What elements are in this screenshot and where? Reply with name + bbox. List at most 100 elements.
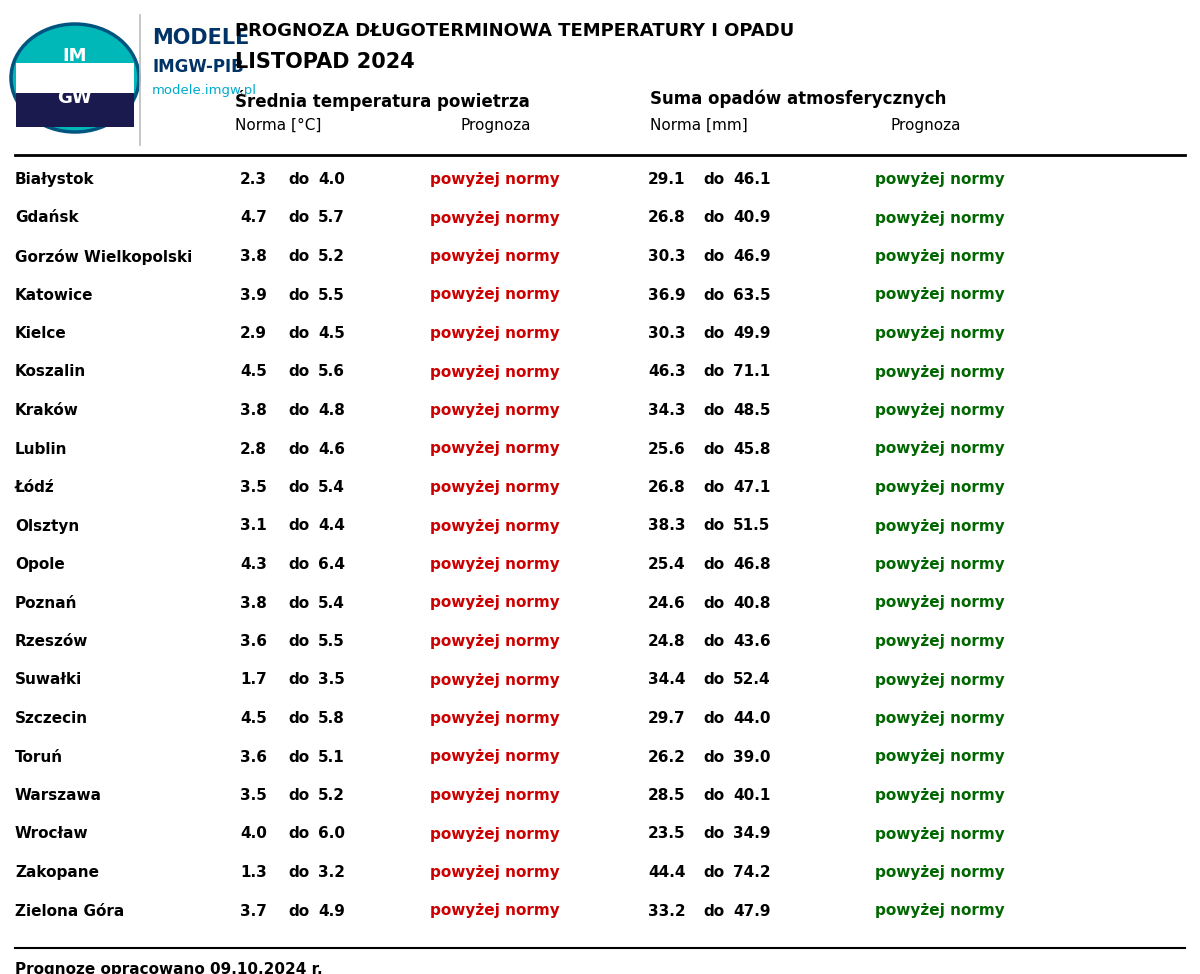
Text: do: do bbox=[288, 865, 310, 880]
Text: 28.5: 28.5 bbox=[648, 788, 685, 803]
Text: powyżej normy: powyżej normy bbox=[875, 788, 1004, 803]
Text: 38.3: 38.3 bbox=[648, 518, 685, 534]
Text: 34.4: 34.4 bbox=[648, 672, 685, 688]
Text: Toruń: Toruń bbox=[14, 750, 64, 765]
Text: powyżej normy: powyżej normy bbox=[875, 595, 1004, 611]
Text: powyżej normy: powyżej normy bbox=[430, 904, 559, 918]
Text: do: do bbox=[703, 403, 724, 418]
FancyBboxPatch shape bbox=[16, 63, 134, 93]
Text: powyżej normy: powyżej normy bbox=[430, 711, 559, 726]
Text: do: do bbox=[288, 249, 310, 264]
Text: 34.3: 34.3 bbox=[648, 403, 685, 418]
Text: powyżej normy: powyżej normy bbox=[430, 634, 559, 649]
Text: do: do bbox=[703, 518, 724, 534]
Text: powyżej normy: powyżej normy bbox=[430, 172, 559, 187]
Text: powyżej normy: powyżej normy bbox=[430, 827, 559, 842]
Text: 5.7: 5.7 bbox=[318, 210, 344, 226]
Text: powyżej normy: powyżej normy bbox=[875, 865, 1004, 880]
Text: 71.1: 71.1 bbox=[733, 364, 770, 380]
Text: 5.2: 5.2 bbox=[318, 249, 346, 264]
Text: do: do bbox=[288, 634, 310, 649]
Text: 5.4: 5.4 bbox=[318, 480, 344, 495]
Text: Średnia temperatura powietrza: Średnia temperatura powietrza bbox=[235, 90, 529, 111]
Text: Szczecin: Szczecin bbox=[14, 711, 88, 726]
Text: 34.9: 34.9 bbox=[733, 827, 770, 842]
Text: 3.8: 3.8 bbox=[240, 595, 266, 611]
Text: 3.5: 3.5 bbox=[240, 788, 266, 803]
Text: 3.8: 3.8 bbox=[240, 249, 266, 264]
Text: 43.6: 43.6 bbox=[733, 634, 770, 649]
Text: 48.5: 48.5 bbox=[733, 403, 770, 418]
Text: powyżej normy: powyżej normy bbox=[430, 441, 559, 457]
Text: 24.8: 24.8 bbox=[648, 634, 685, 649]
Text: do: do bbox=[703, 480, 724, 495]
Text: 4.9: 4.9 bbox=[318, 904, 344, 918]
Text: powyżej normy: powyżej normy bbox=[430, 518, 559, 534]
Text: 25.4: 25.4 bbox=[648, 557, 685, 572]
Text: do: do bbox=[288, 210, 310, 226]
Text: Kraków: Kraków bbox=[14, 403, 79, 418]
Text: Koszalin: Koszalin bbox=[14, 364, 86, 380]
Text: Norma [°C]: Norma [°C] bbox=[235, 118, 322, 133]
Text: 45.8: 45.8 bbox=[733, 441, 770, 457]
Text: do: do bbox=[703, 557, 724, 572]
Text: 26.2: 26.2 bbox=[648, 750, 686, 765]
Text: powyżej normy: powyżej normy bbox=[430, 672, 559, 688]
Text: Opole: Opole bbox=[14, 557, 65, 572]
Text: MODELE: MODELE bbox=[152, 28, 250, 48]
Text: Prognoza: Prognoza bbox=[460, 118, 530, 133]
Text: 29.1: 29.1 bbox=[648, 172, 685, 187]
Text: powyżej normy: powyżej normy bbox=[875, 750, 1004, 765]
Text: 40.1: 40.1 bbox=[733, 788, 770, 803]
Text: Suma opadów atmosferycznych: Suma opadów atmosferycznych bbox=[650, 90, 947, 108]
Text: powyżej normy: powyżej normy bbox=[430, 210, 559, 226]
Text: 2.9: 2.9 bbox=[240, 326, 266, 341]
Text: 46.9: 46.9 bbox=[733, 249, 770, 264]
Text: 4.3: 4.3 bbox=[240, 557, 266, 572]
Text: do: do bbox=[288, 172, 310, 187]
Text: powyżej normy: powyżej normy bbox=[875, 172, 1004, 187]
Text: 4.7: 4.7 bbox=[240, 210, 266, 226]
Text: 26.8: 26.8 bbox=[648, 480, 685, 495]
Text: do: do bbox=[703, 750, 724, 765]
Text: powyżej normy: powyżej normy bbox=[430, 364, 559, 380]
Text: IM: IM bbox=[62, 47, 88, 65]
Text: Wrocław: Wrocław bbox=[14, 827, 89, 842]
Text: 2.8: 2.8 bbox=[240, 441, 266, 457]
Text: 2.3: 2.3 bbox=[240, 172, 266, 187]
Text: 63.5: 63.5 bbox=[733, 287, 770, 303]
Text: do: do bbox=[703, 904, 724, 918]
FancyBboxPatch shape bbox=[16, 93, 134, 127]
Text: powyżej normy: powyżej normy bbox=[430, 865, 559, 880]
Text: 30.3: 30.3 bbox=[648, 326, 685, 341]
Text: Norma [mm]: Norma [mm] bbox=[650, 118, 748, 133]
Text: Białystok: Białystok bbox=[14, 172, 95, 187]
Text: Poznań: Poznań bbox=[14, 595, 78, 611]
Text: LISTOPAD 2024: LISTOPAD 2024 bbox=[235, 52, 415, 72]
Text: powyżej normy: powyżej normy bbox=[430, 403, 559, 418]
Text: do: do bbox=[288, 595, 310, 611]
Text: GW: GW bbox=[58, 89, 92, 107]
Text: Gdańsk: Gdańsk bbox=[14, 210, 79, 226]
Text: do: do bbox=[288, 904, 310, 918]
Text: Łódź: Łódź bbox=[14, 480, 55, 495]
Text: 1.7: 1.7 bbox=[240, 672, 266, 688]
Text: 39.0: 39.0 bbox=[733, 750, 770, 765]
Text: 3.8: 3.8 bbox=[240, 403, 266, 418]
Text: powyżej normy: powyżej normy bbox=[875, 634, 1004, 649]
Text: powyżej normy: powyżej normy bbox=[430, 750, 559, 765]
Text: Prognoza: Prognoza bbox=[890, 118, 960, 133]
Text: 5.4: 5.4 bbox=[318, 595, 344, 611]
Text: Kielce: Kielce bbox=[14, 326, 67, 341]
Text: IMGW-PIB: IMGW-PIB bbox=[152, 58, 244, 76]
Text: Zielona Góra: Zielona Góra bbox=[14, 904, 125, 918]
Text: 30.3: 30.3 bbox=[648, 249, 685, 264]
Text: powyżej normy: powyżej normy bbox=[875, 403, 1004, 418]
Text: 47.1: 47.1 bbox=[733, 480, 770, 495]
Text: 5.6: 5.6 bbox=[318, 364, 346, 380]
Text: powyżej normy: powyżej normy bbox=[875, 711, 1004, 726]
Text: powyżej normy: powyżej normy bbox=[430, 480, 559, 495]
Text: 52.4: 52.4 bbox=[733, 672, 770, 688]
Text: do: do bbox=[288, 326, 310, 341]
Text: 6.0: 6.0 bbox=[318, 827, 346, 842]
